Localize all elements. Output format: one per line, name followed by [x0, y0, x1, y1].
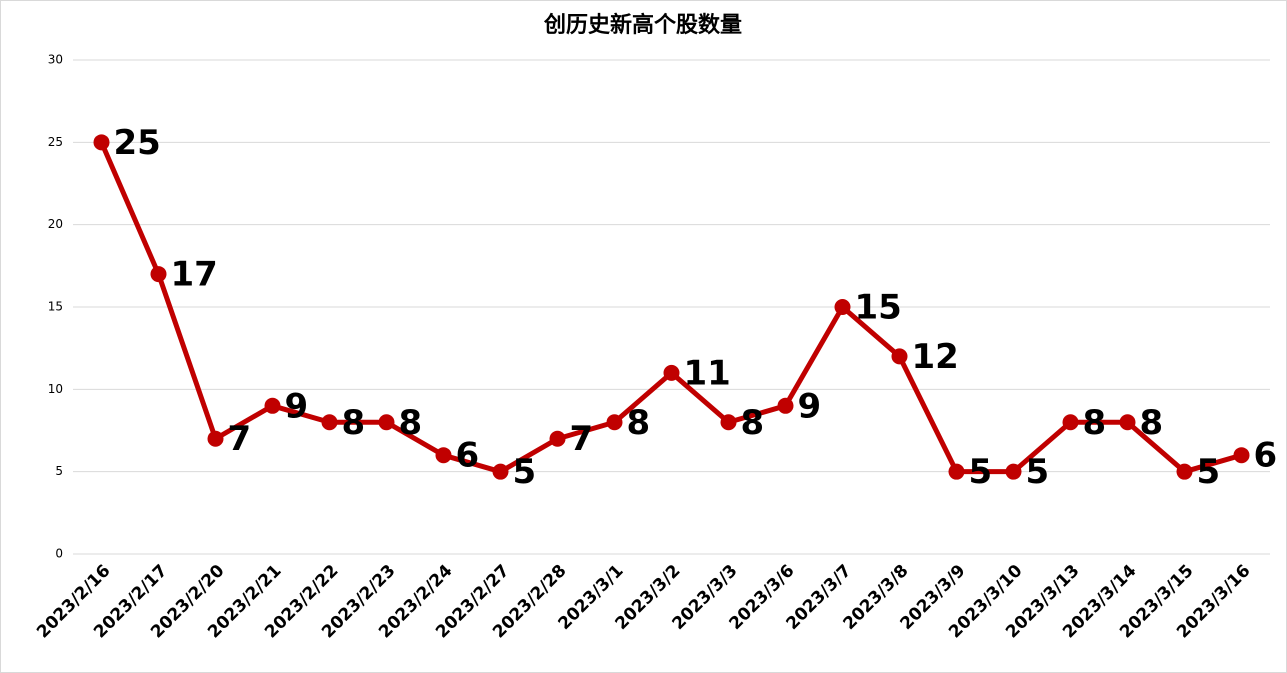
data-label: 17 — [171, 255, 218, 295]
data-label: 7 — [228, 419, 252, 459]
data-label: 5 — [969, 452, 993, 492]
y-tick-label: 5 — [55, 464, 63, 478]
data-point — [948, 463, 965, 480]
data-label: 8 — [1140, 403, 1164, 443]
data-point — [549, 430, 566, 447]
data-point — [1233, 447, 1250, 464]
y-tick-label: 25 — [48, 135, 63, 149]
data-point — [720, 414, 737, 431]
data-label: 9 — [798, 386, 822, 426]
y-tick-label: 15 — [48, 300, 63, 314]
data-label: 5 — [1197, 452, 1221, 492]
data-point — [1176, 463, 1193, 480]
data-point — [1005, 463, 1022, 480]
data-point — [891, 348, 908, 365]
y-tick-label: 20 — [48, 217, 63, 231]
y-tick-label: 30 — [48, 53, 63, 67]
data-point — [777, 397, 794, 414]
data-point — [1062, 414, 1079, 431]
y-tick-label: 10 — [48, 382, 63, 396]
data-point — [606, 414, 623, 431]
data-label: 12 — [912, 337, 959, 377]
data-point — [321, 414, 338, 431]
data-point — [93, 134, 110, 151]
data-label: 8 — [399, 403, 423, 443]
chart-title: 创历史新高个股数量 — [543, 12, 742, 38]
data-label: 8 — [1083, 403, 1107, 443]
data-label: 8 — [741, 403, 765, 443]
data-point — [378, 414, 395, 431]
data-label: 9 — [285, 386, 309, 426]
data-label: 11 — [684, 353, 731, 393]
data-point — [834, 299, 851, 315]
data-point — [207, 430, 224, 447]
data-label: 8 — [342, 403, 366, 443]
data-point — [1119, 414, 1136, 431]
data-label: 7 — [570, 419, 594, 459]
data-label: 5 — [513, 452, 537, 492]
data-point — [150, 266, 167, 283]
data-label: 6 — [456, 436, 480, 476]
data-point — [492, 463, 509, 480]
data-label: 8 — [627, 403, 651, 443]
data-point — [435, 447, 452, 464]
data-label: 15 — [855, 288, 902, 328]
data-label: 25 — [114, 123, 161, 163]
y-tick-label: 0 — [55, 547, 63, 561]
data-point — [264, 397, 281, 414]
data-label: 6 — [1254, 436, 1278, 476]
data-point — [663, 364, 680, 381]
data-label: 5 — [1026, 452, 1050, 492]
